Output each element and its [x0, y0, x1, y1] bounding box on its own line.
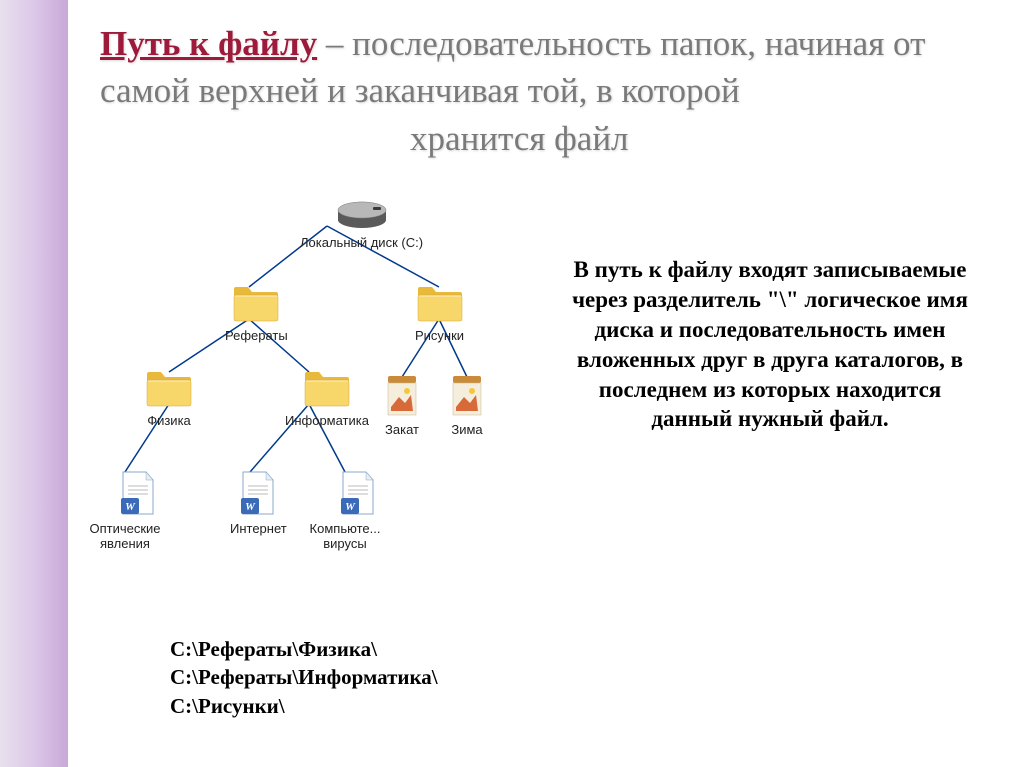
image-icon: [450, 375, 484, 420]
svg-text:W: W: [125, 501, 136, 513]
slide-content: Путь к файлу – последовательность папок,…: [100, 20, 994, 172]
example-path-line: C:\Рефераты\Информатика\: [170, 663, 438, 691]
folder-icon: [232, 285, 280, 326]
tree-node-label: Закат: [385, 422, 419, 437]
tree-node-label: Компьюте... вирусы: [300, 521, 390, 551]
folder-icon: [416, 285, 464, 326]
tree-node-ris: Рисунки: [415, 285, 464, 343]
tree-node-fiz: Физика: [145, 370, 193, 428]
tree-node-inf: Информатика: [285, 370, 369, 428]
example-path-line: C:\Рисунки\: [170, 692, 438, 720]
tree-node-label: Зима: [450, 422, 484, 437]
tree-node-ref: Рефераты: [225, 285, 288, 343]
tree-node-label: Рефераты: [225, 328, 288, 343]
slide-title: Путь к файлу – последовательность папок,…: [100, 20, 994, 162]
tree-node-label: Оптические явления: [80, 521, 170, 551]
svg-text:W: W: [345, 501, 356, 513]
tree-node-net: W Интернет: [230, 470, 287, 536]
tree-node-label: Информатика: [285, 413, 369, 428]
doc-icon: W: [118, 470, 158, 519]
tree-node-root: Локальный диск (C:): [300, 200, 423, 250]
doc-icon: W: [338, 470, 378, 519]
disk-icon: [335, 200, 389, 233]
tree-node-zak: Закат: [385, 375, 419, 437]
tree-node-label: Рисунки: [415, 328, 464, 343]
tree-node-vir: W Компьюте... вирусы: [325, 470, 390, 551]
example-paths: C:\Рефераты\Физика\C:\Рефераты\Информати…: [170, 635, 438, 720]
file-tree-diagram: Локальный диск (C:) Рефераты Рисунки Физ…: [90, 200, 550, 570]
tree-node-label: Физика: [145, 413, 193, 428]
tree-node-label: Интернет: [230, 521, 287, 536]
explanation-paragraph: В путь к файлу входят записываемые через…: [560, 255, 980, 434]
svg-text:W: W: [245, 501, 256, 513]
title-rest-2: хранится файл: [100, 115, 629, 162]
tree-node-opt: W Оптические явления: [105, 470, 170, 551]
example-path-line: C:\Рефераты\Физика\: [170, 635, 438, 663]
image-icon: [385, 375, 419, 420]
title-emphasis: Путь к файлу: [100, 24, 317, 63]
folder-icon: [303, 370, 351, 411]
folder-icon: [145, 370, 193, 411]
tree-node-zim: Зима: [450, 375, 484, 437]
doc-icon: W: [238, 470, 278, 519]
decorative-sidebar: [0, 0, 68, 767]
tree-node-label: Локальный диск (C:): [300, 235, 423, 250]
